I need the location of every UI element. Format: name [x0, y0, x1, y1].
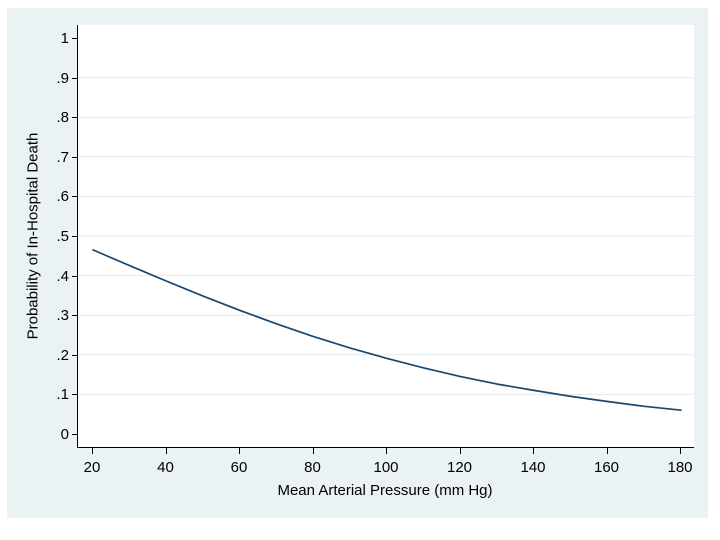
y-tick-label: .6 [56, 188, 69, 206]
x-tick-label: 40 [157, 459, 174, 476]
y-tick-label: 0 [60, 426, 69, 443]
y-tick-label: .1 [56, 386, 69, 404]
x-tick-mark [459, 448, 461, 454]
y-tick-mark [72, 394, 77, 396]
y-tick-mark [72, 196, 77, 198]
y-tick-label: .2 [56, 346, 69, 364]
x-tick-mark [533, 448, 534, 454]
y-tick-label: .5 [56, 228, 69, 245]
x-tick-mark [606, 448, 608, 454]
y-tick-mark [72, 275, 77, 277]
plot-area [77, 25, 694, 448]
y-tick-mark [72, 77, 77, 79]
x-tick-mark [680, 448, 681, 454]
y-tick-mark [72, 38, 77, 39]
y-tick-mark [72, 236, 77, 237]
x-tick-label: 180 [667, 459, 693, 476]
series-line-predicted-probability [92, 249, 682, 412]
x-tick-label: 140 [520, 459, 546, 476]
x-tick-label: 80 [304, 459, 321, 476]
stata-graph-figure: Probability of In-Hospital Death 0.1.2.3… [7, 8, 708, 518]
y-tick-label: .8 [56, 109, 69, 127]
y-tick-mark [72, 315, 77, 317]
y-tick-label: 1 [60, 30, 69, 47]
y-tick-mark [72, 156, 77, 158]
x-axis-title: Mean Arterial Pressure (mm Hg) [277, 482, 493, 499]
x-tick-label: 20 [83, 459, 101, 476]
x-tick-mark [165, 448, 167, 454]
y-tick-mark [72, 434, 77, 435]
probability-curve-chart [78, 77, 694, 412]
x-tick-mark [92, 448, 93, 454]
x-tick-label: 160 [593, 459, 620, 476]
x-tick-label: 60 [230, 459, 248, 476]
y-tick-label: .7 [56, 148, 69, 166]
y-tick-label: .9 [56, 69, 69, 87]
y-tick-mark [72, 354, 77, 356]
y-tick-mark [72, 117, 77, 119]
x-tick-mark [239, 448, 240, 454]
y-tick-label: .3 [56, 307, 69, 325]
y-tick-label: .4 [56, 267, 69, 285]
x-tick-mark [386, 448, 387, 454]
x-tick-label: 100 [373, 459, 399, 476]
x-tick-mark [312, 448, 314, 454]
x-tick-label: 120 [446, 459, 473, 476]
